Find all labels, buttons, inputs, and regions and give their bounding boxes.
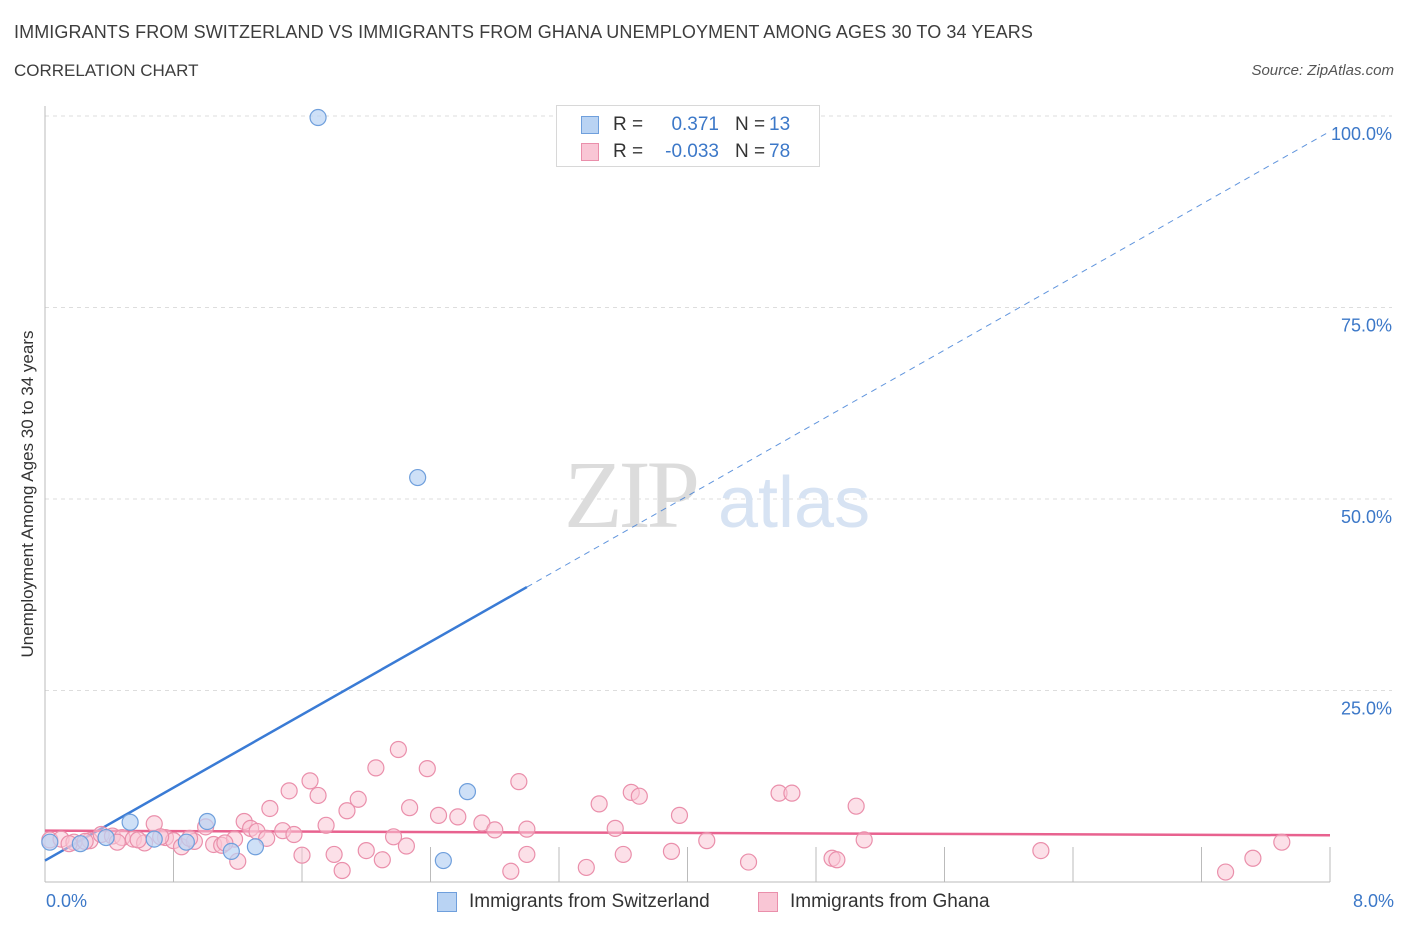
legend-r-label: R = bbox=[613, 114, 644, 135]
ghana-point-36 bbox=[367, 759, 385, 777]
y-axis-label: Unemployment Among Ages 30 to 34 years bbox=[18, 330, 37, 658]
ghana-point-60 bbox=[739, 853, 758, 871]
bottom-legend-switzerland: Immigrants from Switzerland bbox=[437, 890, 710, 914]
grid-layer bbox=[45, 115, 1392, 691]
switzerland-trend-line bbox=[44, 586, 528, 862]
ghana-point-70 bbox=[1273, 833, 1291, 851]
ghana-point-50 bbox=[518, 820, 536, 838]
legend-r-label: R = bbox=[613, 141, 644, 162]
chart-subtitle: CORRELATION CHART bbox=[14, 61, 199, 80]
ghana-point-62 bbox=[783, 784, 801, 802]
ghana-point-53 bbox=[606, 819, 624, 837]
watermark-zip: ZIP bbox=[564, 441, 697, 548]
switzerland-point-10 bbox=[409, 468, 427, 487]
chart-title: IMMIGRANTS FROM SWITZERLAND VS IMMIGRANT… bbox=[14, 22, 1033, 42]
ghana-point-51 bbox=[577, 858, 595, 877]
legend-row-ghana: R = -0.033 N = 78 bbox=[581, 141, 790, 163]
bottom-legend-swatch-switzerland bbox=[437, 892, 457, 912]
ghana-point-54 bbox=[614, 845, 632, 864]
legend-n-label: N = bbox=[735, 114, 766, 135]
ghana-point-69 bbox=[1244, 849, 1262, 867]
ghana-point-44 bbox=[449, 808, 467, 826]
y-tick-label-25: 25.0% bbox=[1341, 699, 1392, 719]
switzerland-point-1 bbox=[71, 835, 89, 853]
bottom-legend-label-switzerland: Immigrants from Switzerland bbox=[469, 891, 710, 912]
ghana-point-35 bbox=[357, 841, 375, 860]
ghana-point-68 bbox=[1216, 863, 1235, 881]
ghana-point-41 bbox=[401, 799, 419, 817]
switzerland-point-9 bbox=[309, 108, 327, 127]
ghana-point-65 bbox=[847, 797, 865, 815]
ghana-point-46 bbox=[486, 821, 504, 839]
watermark: ZIP atlas bbox=[564, 441, 870, 548]
correlation-legend: R = 0.371 N = 13 R = -0.033 N = 78 bbox=[556, 105, 820, 167]
ghana-point-57 bbox=[662, 842, 681, 860]
ghana-point-39 bbox=[389, 740, 407, 759]
ghana-point-43 bbox=[429, 806, 448, 824]
ghana-point-42 bbox=[418, 760, 436, 778]
ghana-point-38 bbox=[384, 828, 403, 846]
switzerland-point-0 bbox=[41, 833, 59, 851]
legend-n-value-ghana: 78 bbox=[769, 141, 791, 162]
y-tick-labels: 25.0% 50.0% 75.0% 100.0% bbox=[1331, 124, 1392, 719]
ghana-point-32 bbox=[333, 861, 351, 880]
switzerland-point-7 bbox=[222, 842, 240, 860]
legend-n-label: N = bbox=[735, 141, 766, 162]
y-tick-label-100: 100.0% bbox=[1331, 124, 1392, 144]
bottom-legend-ghana: Immigrants from Ghana bbox=[758, 890, 990, 914]
ghana-point-59 bbox=[698, 832, 716, 850]
watermark-atlas: atlas bbox=[718, 463, 870, 543]
ghana-point-33 bbox=[338, 802, 356, 820]
ghana-point-66 bbox=[855, 831, 873, 849]
switzerland-point-6 bbox=[198, 812, 216, 831]
ghana-point-30 bbox=[317, 816, 335, 834]
y-tick-label-50: 50.0% bbox=[1341, 507, 1392, 527]
switzerland-point-5 bbox=[177, 833, 195, 851]
ghana-point-23 bbox=[261, 799, 279, 818]
ghana-point-49 bbox=[518, 845, 536, 864]
bottom-legend-swatch-ghana bbox=[758, 892, 778, 912]
ghana-point-67 bbox=[1032, 841, 1050, 860]
switzerland-point-2 bbox=[97, 828, 115, 847]
ghana-point-34 bbox=[349, 790, 367, 808]
legend-swatch-switzerland bbox=[581, 116, 599, 134]
legend-r-value-ghana: -0.033 bbox=[665, 141, 719, 162]
ghana-point-26 bbox=[285, 825, 303, 844]
ghana-point-25 bbox=[280, 782, 298, 800]
ghana-points bbox=[41, 740, 1291, 881]
ghana-point-52 bbox=[590, 795, 608, 813]
ghana-point-29 bbox=[309, 786, 327, 805]
x-tick-label-max: 8.0% bbox=[1352, 891, 1394, 911]
ghana-point-27 bbox=[293, 846, 311, 864]
x-tick-label-min: 0.0% bbox=[46, 891, 88, 911]
ghana-point-37 bbox=[373, 851, 391, 869]
legend-r-value-switzerland: 0.371 bbox=[671, 114, 719, 135]
ghana-point-56 bbox=[630, 787, 648, 805]
switzerland-point-12 bbox=[458, 783, 477, 801]
ghana-point-47 bbox=[502, 862, 520, 880]
legend-row-switzerland: R = 0.371 N = 13 bbox=[581, 114, 790, 136]
y-tick-label-75: 75.0% bbox=[1341, 316, 1392, 336]
ghana-point-64 bbox=[828, 851, 846, 869]
bottom-legend-label-ghana: Immigrants from Ghana bbox=[790, 891, 990, 912]
ghana-point-74 bbox=[129, 831, 147, 849]
source-credit: Source: ZipAtlas.com bbox=[1251, 62, 1394, 79]
ghana-point-28 bbox=[301, 772, 319, 790]
ghana-point-31 bbox=[325, 845, 343, 864]
switzerland-point-11 bbox=[434, 851, 452, 870]
switzerland-points bbox=[41, 108, 477, 870]
legend-n-value-switzerland: 13 bbox=[769, 114, 791, 135]
ghana-point-48 bbox=[510, 773, 528, 791]
ghana-point-40 bbox=[397, 837, 416, 855]
axis-layer bbox=[44, 106, 1331, 883]
switzerland-point-4 bbox=[145, 830, 163, 848]
ghana-point-58 bbox=[670, 806, 689, 824]
switzerland-point-8 bbox=[246, 838, 265, 856]
legend-swatch-ghana bbox=[581, 143, 599, 161]
switzerland-point-3 bbox=[121, 813, 139, 831]
